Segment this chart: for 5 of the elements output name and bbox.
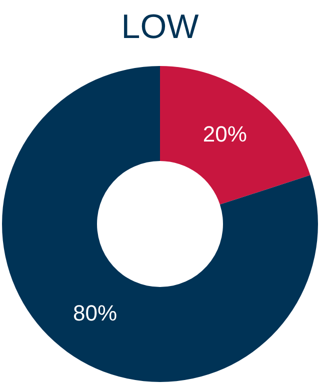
data-label: 80% <box>73 300 118 326</box>
donut-slice <box>160 66 310 205</box>
donut-slice <box>2 66 318 382</box>
data-label: 20% <box>202 122 247 147</box>
chart-title: LOW <box>121 8 199 46</box>
